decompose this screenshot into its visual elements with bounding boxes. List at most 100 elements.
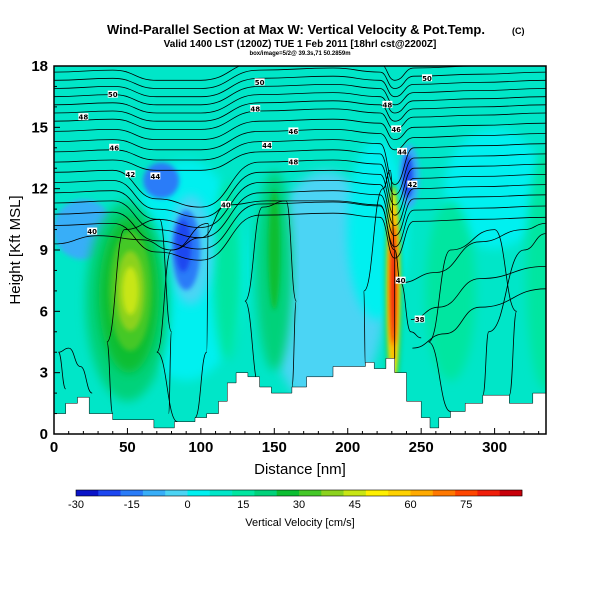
- colorbar-swatch: [365, 490, 389, 496]
- contour-label-bg: [109, 143, 120, 151]
- weak-updraft: [268, 190, 281, 310]
- contour-label-bg: [382, 100, 393, 108]
- contour-label-bg: [254, 78, 265, 86]
- colorbar-tick-label: 75: [460, 499, 472, 511]
- contour-label: 44: [262, 142, 272, 150]
- y-tick-label: 18: [31, 58, 48, 75]
- contour-line: [54, 100, 546, 122]
- contour-line: [54, 169, 546, 218]
- contour-label: 46: [391, 126, 401, 134]
- contour-label-bg: [288, 158, 299, 166]
- x-tick-label: 300: [482, 439, 507, 456]
- contour-label: 46: [289, 128, 299, 136]
- colorbar: -30 -15 0 15 30 45 60 75: [68, 489, 523, 511]
- contour-label: 50: [108, 91, 118, 99]
- y-tick-label: 9: [40, 242, 48, 259]
- y-tick-label: 6: [40, 303, 48, 320]
- contour-label-bg: [87, 227, 98, 235]
- colorbar-swatch: [254, 490, 277, 496]
- colorbar-tick-label: 60: [404, 499, 416, 511]
- contour-label-bg: [78, 113, 89, 121]
- contour-label-bg: [395, 276, 406, 284]
- contour-line: [54, 159, 546, 208]
- contour-label: 42: [125, 171, 135, 179]
- contour-line: [54, 67, 546, 89]
- contour-label-bg: [391, 125, 402, 133]
- x-axis-label: Distance [nm]: [254, 461, 346, 478]
- contour-labels: 50 48 46 42 44 40 40 48 46 44 48 50 50 48 46 44 42 40 38: [78, 74, 433, 324]
- contour-line: [244, 200, 297, 388]
- contour-line: [54, 118, 546, 141]
- weak-updraft: [213, 180, 242, 361]
- contour-line: [54, 128, 546, 151]
- contour-label-bg: [397, 147, 408, 155]
- x-tick-label: 200: [335, 439, 360, 456]
- y-tick-label: 3: [40, 365, 48, 382]
- weak-updraft: [526, 150, 546, 391]
- contour-line: [156, 223, 209, 423]
- contour-label-bg: [250, 104, 261, 112]
- contour-line: [58, 347, 93, 394]
- colorbar-swatch: [299, 490, 322, 496]
- contour-label: 48: [289, 159, 299, 167]
- colorbar-tick-label: 45: [349, 499, 361, 511]
- colorbar-swatch: [410, 490, 434, 496]
- contour-label-bg: [288, 127, 299, 135]
- y-axis: 0 3 6 9 12 15 18: [31, 58, 60, 443]
- colorbar-swatch: [321, 490, 344, 496]
- colorbar-label: Vertical Velocity [cm/s]: [245, 517, 354, 529]
- colorbar-tick-label: 30: [293, 499, 305, 511]
- potential-temperature-contours: [54, 66, 546, 423]
- colorbar-tick-label: -15: [124, 499, 140, 511]
- contour-line: [428, 229, 517, 412]
- contour-line: [54, 66, 502, 81]
- terrain: [54, 358, 546, 434]
- contour-line: [54, 212, 546, 261]
- colorbar-frame: [75, 489, 523, 497]
- contour-label: 42: [407, 181, 417, 189]
- contour-line: [54, 75, 546, 98]
- y-tick-label: 0: [40, 426, 48, 443]
- cyan-band: [444, 128, 545, 249]
- colorbar-swatch: [98, 490, 121, 496]
- chart-subtitle: Valid 1400 LST (1200Z) TUE 1 Feb 2011 [1…: [164, 39, 437, 50]
- contour-line: [363, 169, 396, 367]
- colorbar-swatch: [165, 490, 188, 496]
- x-tick-label: 50: [119, 439, 136, 456]
- contour-label: 48: [383, 101, 393, 109]
- chart-title: Wind-Parallel Section at Max W: Vertical…: [107, 22, 485, 37]
- contour-label: 40: [221, 202, 231, 210]
- colorbar-tick-label: 15: [237, 499, 249, 511]
- contour-label: 44: [397, 148, 407, 156]
- weak-updraft: [425, 200, 476, 381]
- y-tick-label: 15: [31, 119, 48, 136]
- x-tick-label: 100: [188, 439, 213, 456]
- contour-label: 48: [78, 114, 88, 122]
- contour-label: 50: [255, 79, 265, 87]
- contour-line: [54, 190, 546, 239]
- contour-label-bg: [407, 180, 418, 188]
- colorbar-swatch: [477, 490, 500, 496]
- contour-line: [412, 288, 546, 349]
- colorbar-swatch: [142, 490, 166, 496]
- contour-line: [106, 218, 172, 414]
- contour-label: 44: [150, 173, 160, 181]
- x-tick-label: 250: [409, 439, 434, 456]
- contour-line: [54, 139, 546, 186]
- copyright-mark: (C): [512, 26, 525, 36]
- contour-line: [54, 201, 546, 250]
- broad-updraft: [122, 266, 139, 315]
- contour-label: 40: [87, 228, 97, 236]
- y-tick-label: 12: [31, 181, 48, 198]
- colorbar-swatch: [455, 490, 478, 496]
- contour-label-bg: [107, 90, 118, 98]
- contour-line: [54, 180, 546, 228]
- downdraft: [143, 162, 180, 199]
- contour-label: 50: [422, 75, 432, 83]
- contour-line: [54, 108, 546, 130]
- x-axis: 0 50 100 150 200 250 300: [50, 428, 540, 456]
- contour-line: [54, 149, 546, 196]
- contour-label: 46: [109, 144, 119, 152]
- colorbar-swatch: [343, 490, 367, 496]
